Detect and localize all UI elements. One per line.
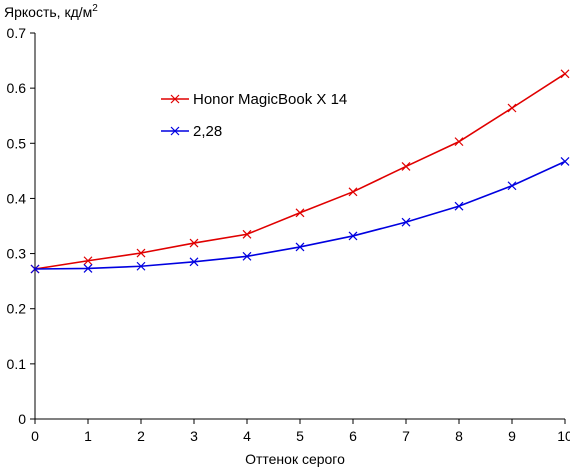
data-point-marker xyxy=(348,187,358,197)
data-point-marker xyxy=(507,103,517,113)
marker-stroke xyxy=(136,261,146,271)
marker-stroke xyxy=(348,187,358,197)
x-tick-label: 9 xyxy=(508,428,516,444)
legend-item: Honor MagicBook X 14 xyxy=(161,91,347,108)
data-point-marker xyxy=(83,264,93,273)
data-point-marker xyxy=(507,181,517,191)
legend-marker xyxy=(170,94,180,104)
x-tick-label: 10 xyxy=(557,428,570,444)
y-axis-title: Яркость, кд/м2 xyxy=(4,3,98,20)
marker-stroke xyxy=(401,217,411,227)
data-point-marker xyxy=(454,201,464,211)
data-point-marker xyxy=(189,257,199,267)
y-axis-title-superscript: 2 xyxy=(92,3,98,14)
data-point-marker xyxy=(242,229,252,239)
data-point-marker xyxy=(454,137,464,147)
marker-stroke xyxy=(189,238,199,248)
series-layer xyxy=(30,69,570,274)
x-axis: 0 1 2 3 4 5 6 7 8 9 10 xyxy=(31,419,570,444)
data-point-marker xyxy=(30,264,40,274)
x-tick-label: 0 xyxy=(31,428,39,444)
series-line xyxy=(34,160,566,270)
marker-stroke xyxy=(454,137,464,147)
marker-stroke xyxy=(136,248,146,258)
marker-stroke xyxy=(454,201,464,211)
data-point-marker xyxy=(560,157,570,166)
y-tick-label: 0.6 xyxy=(7,80,27,96)
marker-stroke xyxy=(348,231,358,241)
x-tick-label: 6 xyxy=(349,428,357,444)
legend-label: 2,28 xyxy=(193,123,222,140)
legend: Honor MagicBook X 14 2,28 xyxy=(161,91,347,140)
data-point-marker xyxy=(401,162,411,171)
x-tick-label: 8 xyxy=(455,428,463,444)
marker-stroke xyxy=(507,103,517,113)
marker-stroke xyxy=(242,229,252,239)
data-point-marker xyxy=(189,238,199,248)
y-tick-label: 0 xyxy=(18,411,26,427)
y-tick-label: 0.3 xyxy=(7,246,27,262)
marker-stroke xyxy=(401,162,411,171)
data-point-marker xyxy=(136,261,146,271)
marker-stroke xyxy=(560,157,570,166)
x-tick-label: 1 xyxy=(84,428,92,444)
legend-label: Honor MagicBook X 14 xyxy=(193,91,347,108)
marker-stroke xyxy=(295,208,305,218)
data-point-marker xyxy=(348,231,358,241)
y-tick-label: 0.7 xyxy=(7,25,27,41)
marker-stroke xyxy=(170,94,180,104)
y-tick-label: 0.1 xyxy=(7,356,27,372)
y-axis: 0 0.1 0.2 0.3 0.4 0.5 0.6 0.7 xyxy=(7,25,35,427)
data-point-marker xyxy=(295,208,305,218)
marker-stroke xyxy=(242,251,252,261)
marker-stroke xyxy=(507,181,517,191)
data-point-marker xyxy=(295,242,305,252)
series-2 xyxy=(30,157,570,274)
x-tick-label: 7 xyxy=(402,428,410,444)
marker-stroke xyxy=(30,264,40,274)
marker-stroke xyxy=(170,126,180,136)
x-tick-label: 5 xyxy=(296,428,304,444)
data-point-marker xyxy=(560,69,570,79)
x-axis-title: Оттенок серого xyxy=(245,451,345,467)
y-tick-label: 0.5 xyxy=(7,135,27,151)
x-tick-label: 4 xyxy=(243,428,251,444)
data-point-marker xyxy=(83,256,93,266)
x-tick-label: 2 xyxy=(137,428,145,444)
marker-stroke xyxy=(83,264,93,273)
legend-marker xyxy=(170,126,180,136)
marker-stroke xyxy=(560,69,570,79)
data-point-marker xyxy=(242,251,252,261)
legend-item: 2,28 xyxy=(161,123,222,140)
x-tick-label: 3 xyxy=(190,428,198,444)
marker-stroke xyxy=(83,256,93,266)
data-point-marker xyxy=(136,248,146,258)
marker-stroke xyxy=(189,257,199,267)
y-tick-label: 0.4 xyxy=(7,190,27,206)
marker-stroke xyxy=(295,242,305,252)
data-point-marker xyxy=(401,217,411,227)
y-tick-label: 0.2 xyxy=(7,301,27,317)
